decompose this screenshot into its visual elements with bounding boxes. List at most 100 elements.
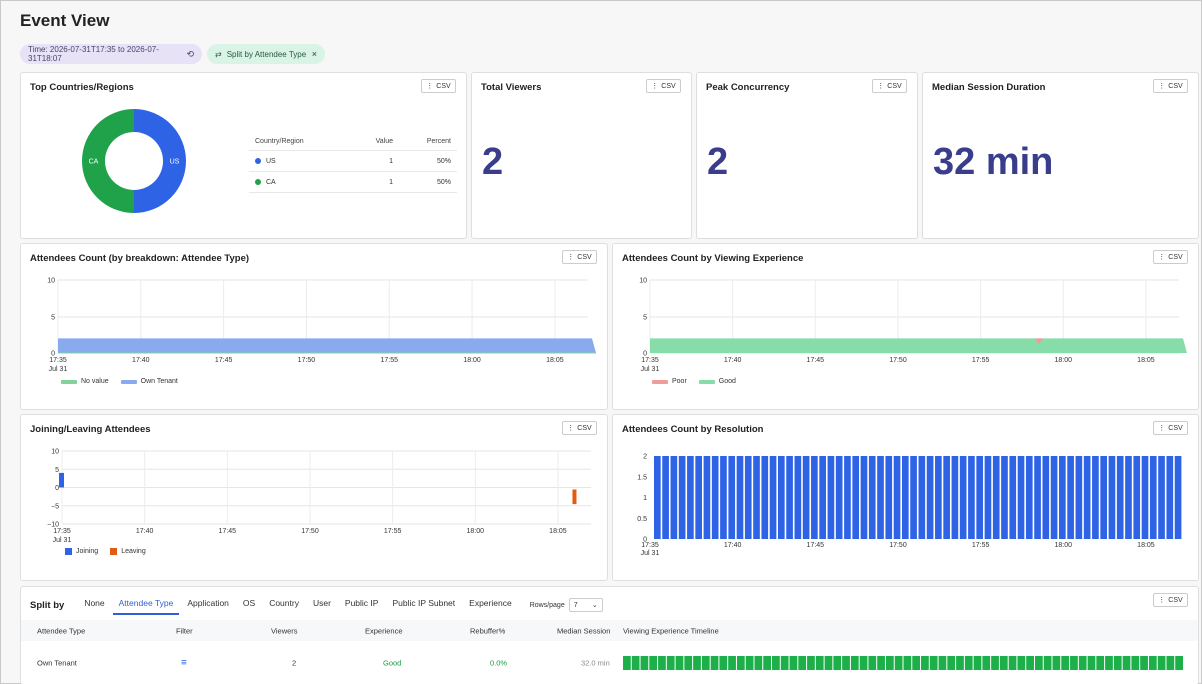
- countries-table: Country/Region Value Percent US 1 50% CA…: [249, 133, 457, 193]
- col-country: Country/Region: [255, 138, 304, 145]
- csv-button[interactable]: ⋮ CSV: [562, 250, 597, 264]
- timeline-segment: [1043, 656, 1052, 670]
- bar-resolution: [794, 456, 802, 539]
- x-tick-label: 17:40: [136, 528, 154, 535]
- bar-resolution: [670, 456, 678, 539]
- csv-button[interactable]: ⋮ CSV: [646, 79, 681, 93]
- timeline-segment: [1070, 656, 1078, 670]
- x-tick-label: 18:00: [463, 357, 481, 364]
- timeline-segment: [929, 656, 938, 670]
- bar-resolution: [976, 456, 984, 539]
- attendees-by-resolution-card: Attendees Count by Resolution ⋮ CSV 2 1.5 1…: [612, 414, 1199, 581]
- joining-leaving-title: Joining/Leaving Attendees: [30, 424, 151, 435]
- time-filter-chip[interactable]: Time: 2026-07-31T17:35 to 2026-07-31T18:…: [20, 44, 202, 64]
- x-tick-label: 17:55: [972, 357, 990, 364]
- tab-experience[interactable]: Experience: [469, 598, 512, 608]
- timeline-segment: [1113, 656, 1122, 670]
- col-experience: Experience: [365, 626, 403, 635]
- split-filter-chip[interactable]: ⇄ Split by Attendee Type ×: [207, 44, 325, 64]
- bar-resolution: [1100, 456, 1108, 539]
- history-icon[interactable]: ⟲: [186, 48, 194, 59]
- bar-resolution: [951, 456, 959, 539]
- bar-resolution: [910, 456, 917, 539]
- timeline-segment: [666, 656, 675, 670]
- bar-resolution: [868, 456, 876, 539]
- csv-button[interactable]: ⋮ CSV: [562, 421, 597, 435]
- x-tick-label: 17:50: [889, 542, 907, 549]
- timeline-segment: [658, 656, 666, 670]
- peak-concurrency-card: Peak Concurrency ⋮ CSV 2: [696, 72, 918, 239]
- bar-resolution: [1017, 456, 1025, 539]
- timeline-segment: [1166, 656, 1175, 670]
- bar-resolution: [1149, 456, 1157, 539]
- tab-public-ip-subnet[interactable]: Public IP Subnet: [392, 598, 456, 608]
- row-rebuffer: 0.0%: [490, 658, 508, 668]
- row-median-session: 32.0 min: [581, 658, 610, 668]
- split-icon: ⇄: [215, 49, 222, 59]
- csv-button[interactable]: ⋮ CSV: [872, 79, 907, 93]
- csv-button[interactable]: ⋮ CSV: [1153, 593, 1188, 607]
- timeline-segment: [640, 656, 649, 670]
- download-icon: ⋮: [426, 83, 434, 90]
- col-attendee-type: Attendee Type: [37, 626, 86, 635]
- x-tick-label: 17:55: [384, 528, 402, 535]
- bar-resolution: [662, 456, 669, 539]
- total-viewers-value: 2: [482, 141, 504, 183]
- filter-icon[interactable]: ≡: [181, 657, 187, 669]
- bar-resolution: [992, 456, 1000, 539]
- split-tabs: Split by None Attendee Type Application …: [30, 595, 603, 615]
- bar-resolution: [1092, 456, 1099, 539]
- tab-public-ip[interactable]: Public IP: [344, 598, 379, 608]
- tab-country[interactable]: Country: [269, 598, 299, 608]
- attendees-by-experience-card: Attendees Count by Viewing Experience ⋮ C…: [612, 243, 1199, 410]
- timeline-segment: [999, 656, 1008, 670]
- timeline-segment: [1034, 656, 1043, 670]
- bar-joining: [59, 472, 64, 488]
- y-tick-label: 0: [643, 351, 647, 358]
- rows-per-page-select[interactable]: 7 ⌄: [568, 598, 603, 612]
- y-tick-label: −10: [47, 522, 59, 529]
- legend-swatch: [65, 548, 72, 555]
- bar-resolution: [926, 456, 934, 539]
- csv-button[interactable]: ⋮ CSV: [421, 79, 456, 93]
- timeline-segment: [1148, 656, 1157, 670]
- bar-resolution: [959, 456, 967, 539]
- csv-button[interactable]: ⋮ CSV: [1153, 250, 1188, 264]
- x-tick-label: 17:40: [132, 357, 150, 364]
- chevron-down-icon: ⌄: [591, 602, 598, 609]
- rows-per-page: Rows/page 7 ⌄: [530, 598, 603, 612]
- timeline-segment: [1157, 656, 1166, 670]
- top-countries-title: Top Countries/Regions: [30, 82, 134, 93]
- bar-resolution: [786, 456, 793, 539]
- bar-resolution: [1116, 456, 1124, 539]
- tab-application[interactable]: Application: [187, 598, 229, 608]
- timeline-segment: [973, 656, 982, 670]
- tab-os[interactable]: OS: [242, 598, 256, 608]
- tab-attendee-type[interactable]: Attendee Type: [112, 595, 180, 615]
- tab-none[interactable]: None: [84, 598, 105, 608]
- page-title: Event View: [20, 11, 110, 30]
- bar-resolution: [711, 456, 719, 539]
- timeline-segment: [719, 656, 728, 670]
- bar-resolution: [769, 456, 777, 539]
- csv-button[interactable]: ⋮ CSV: [1153, 421, 1188, 435]
- timeline-segment: [1061, 656, 1070, 670]
- timeline-segment: [894, 656, 903, 670]
- timeline-segment: [877, 656, 885, 670]
- split-by-label: Split by: [30, 599, 65, 611]
- col-value: Value: [375, 138, 393, 145]
- y-tick-label: 5: [643, 315, 647, 322]
- tab-user[interactable]: User: [312, 598, 331, 608]
- row-experience: Good: [383, 658, 402, 668]
- x-tick-label: 18:05: [1137, 357, 1155, 364]
- timeline-segment: [938, 656, 947, 670]
- legend-swatch: [110, 548, 118, 555]
- csv-button[interactable]: ⋮ CSV: [1153, 79, 1188, 93]
- download-icon: ⋮: [1158, 83, 1166, 90]
- area-series-poor: [1035, 338, 1043, 345]
- bar-resolution: [695, 456, 702, 539]
- close-icon[interactable]: ×: [311, 49, 317, 59]
- x-tick-label: 18:00: [1055, 542, 1073, 549]
- col-rebuffer: Rebuffer%: [470, 626, 506, 635]
